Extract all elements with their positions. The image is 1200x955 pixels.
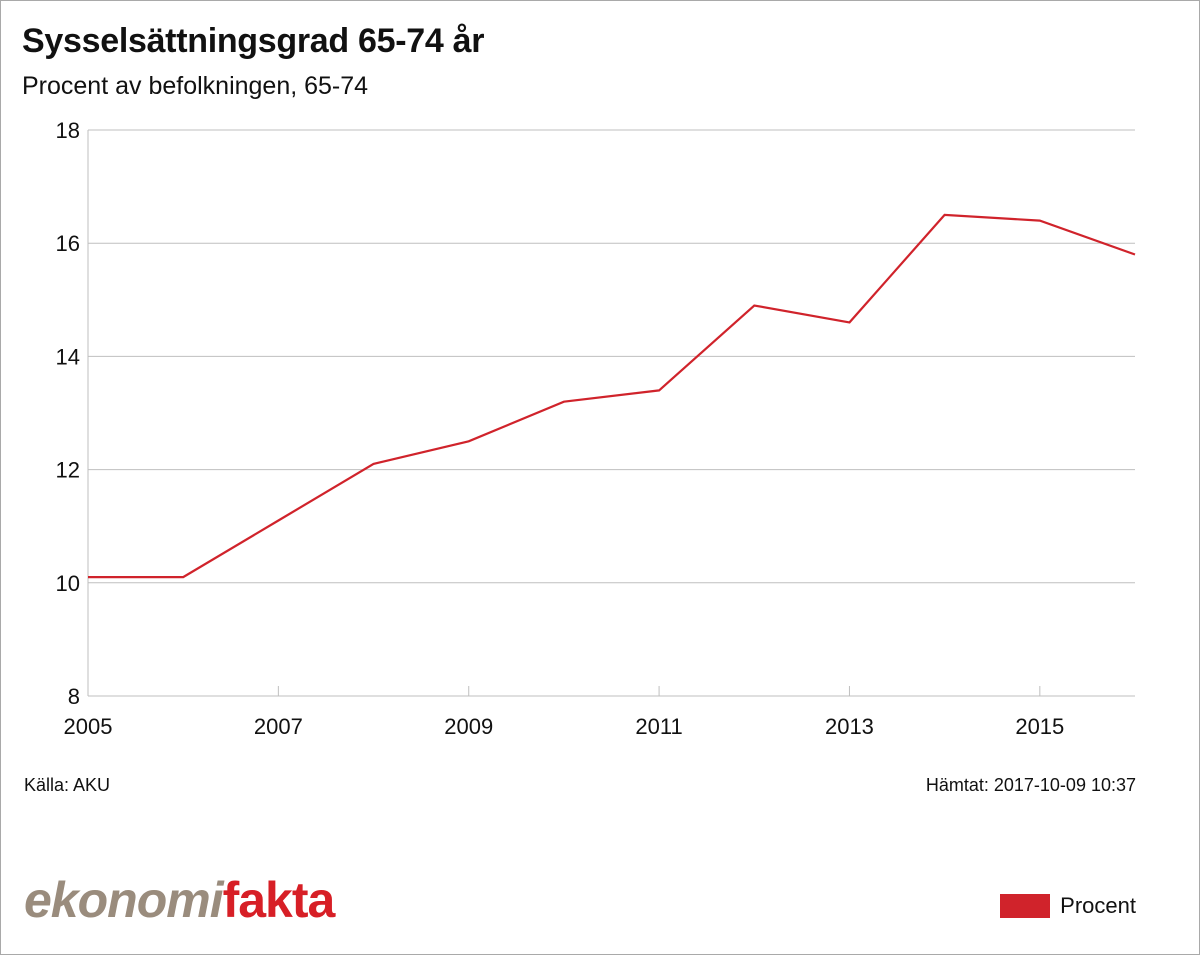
svg-text:10: 10 — [56, 571, 80, 596]
svg-text:2007: 2007 — [254, 714, 303, 739]
source-label: Källa: AKU — [24, 775, 111, 795]
fetched-timestamp: Hämtat: 2017-10-09 10:37 — [925, 775, 1136, 795]
svg-text:8: 8 — [68, 684, 80, 709]
svg-text:18: 18 — [56, 118, 80, 143]
svg-text:2011: 2011 — [635, 714, 682, 739]
svg-text:12: 12 — [56, 458, 80, 483]
logo-text-ekonomi: ekonomi — [24, 872, 224, 928]
x-axis: 2005 2007 2009 2011 2013 2015 — [64, 686, 1064, 739]
chart-subtitle: Procent av befolkningen, 65-74 — [22, 72, 369, 100]
svg-text:16: 16 — [56, 231, 80, 256]
svg-text:2015: 2015 — [1015, 714, 1064, 739]
ekonomifakta-logo: ekonomifakta — [24, 870, 336, 930]
svg-text:2009: 2009 — [444, 714, 493, 739]
svg-text:14: 14 — [56, 344, 80, 369]
svg-text:2005: 2005 — [64, 714, 113, 739]
y-axis: 8 10 12 14 16 18 — [56, 118, 89, 709]
logo-text-fakta: fakta — [222, 872, 336, 928]
legend: Procent — [1000, 893, 1136, 919]
gridlines — [88, 129, 1135, 697]
series-line-procent — [88, 213, 1136, 579]
chart-title: Sysselsättningsgrad 65-74 år — [22, 22, 485, 60]
legend-label-procent: Procent — [1060, 893, 1136, 918]
legend-swatch-procent — [1000, 894, 1051, 918]
svg-text:2013: 2013 — [825, 714, 874, 739]
